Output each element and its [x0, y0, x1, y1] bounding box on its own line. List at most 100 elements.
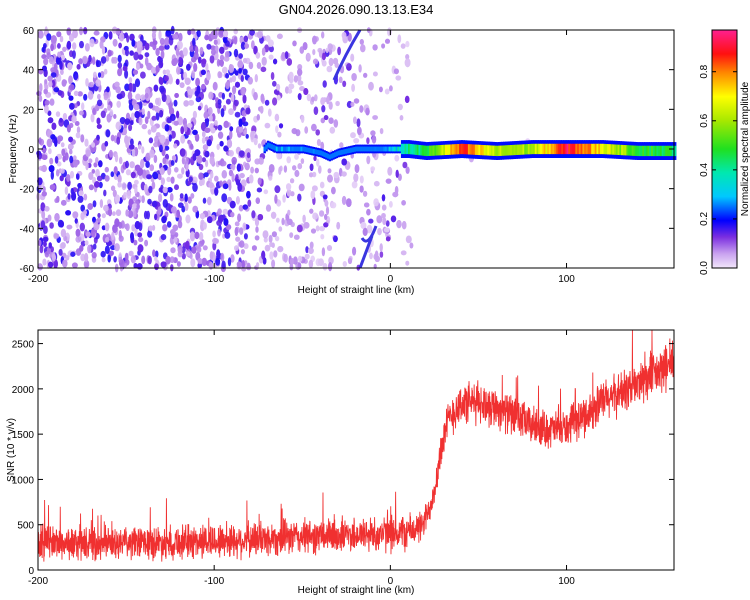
- spectrogram-cell: [160, 50, 165, 60]
- spectrogram-cell: [297, 80, 304, 86]
- spectrogram-cell: [54, 156, 59, 164]
- spectrogram-cell: [366, 137, 370, 145]
- spectrogram-cell: [306, 93, 312, 102]
- snr-panel: -200 -100 0 100 0 500 1000 1500 2000 2500 Height…: [6, 329, 675, 596]
- spectrogram-cell: [92, 108, 96, 115]
- spectrogram-cell: [314, 94, 318, 102]
- spectrogram-cell: [111, 57, 115, 64]
- spectrogram-cell: [195, 133, 200, 142]
- spectrogram-cell: [228, 108, 234, 115]
- spectrogram-cell: [228, 64, 233, 73]
- spectrogram-cell: [71, 262, 78, 269]
- ridge-core: [360, 146, 363, 152]
- spectrogram-cell: [126, 190, 131, 199]
- spectrogram-cell: [385, 220, 390, 227]
- spectrogram-cell: [67, 62, 73, 71]
- spectrogram-cell: [190, 231, 195, 238]
- snr-x-label: Height of straight line (km): [298, 585, 415, 596]
- spectrogram-cell: [68, 95, 74, 101]
- spectrogram-cell: [130, 255, 137, 264]
- spectrogram-cell: [133, 51, 139, 61]
- ridge-core: [319, 150, 323, 156]
- spectrogram-cell: [241, 259, 245, 269]
- ridge-core: [645, 145, 649, 157]
- ridge-core: [554, 143, 557, 155]
- spectrogram-cell: [385, 178, 392, 184]
- spectrogram-cell: [118, 156, 123, 165]
- spectrogram-cell: [47, 110, 52, 116]
- ridge-core: [647, 145, 650, 157]
- y-tick-label: 1500: [12, 430, 35, 441]
- spectrogram-cell: [206, 71, 211, 81]
- spectrogram-cell: [192, 183, 198, 192]
- spectrogram-cell: [53, 87, 60, 93]
- ridge-core: [529, 143, 532, 155]
- spectrogram-cell: [238, 118, 243, 128]
- spectrogram-cell: [170, 159, 175, 166]
- ridge-core: [277, 146, 280, 152]
- ridge-core: [548, 143, 552, 155]
- spectrogram-cell: [129, 161, 135, 169]
- spectrogram-cell: [42, 147, 46, 153]
- spectrogram-cell: [195, 77, 201, 87]
- spectrogram-cell: [223, 145, 229, 152]
- ridge-core: [541, 143, 545, 155]
- ridge-core: [323, 152, 326, 157]
- spectrogram-cell: [397, 103, 403, 111]
- spectrogram-cell: [96, 99, 103, 107]
- spectrogram-cell: [113, 114, 117, 119]
- spectrogram-cell: [162, 157, 167, 165]
- spectrogram-cell: [138, 144, 142, 150]
- ridge-core: [476, 144, 480, 155]
- spectrogram-cell: [104, 222, 110, 232]
- spectrogram-cell: [129, 33, 135, 41]
- ridge-core: [582, 143, 585, 155]
- spectrogram-cell: [103, 91, 109, 99]
- spectrogram-cell: [56, 161, 62, 167]
- spectrogram-cell: [217, 99, 222, 105]
- spectrogram-cell: [178, 32, 183, 42]
- ridge-core: [644, 145, 647, 157]
- spectrogram-cell: [142, 169, 147, 179]
- spectrogram-cell: [316, 158, 320, 167]
- ridge-core: [339, 150, 342, 155]
- spectrogram-cell: [224, 231, 231, 239]
- ridge-core: [418, 145, 421, 156]
- spectrogram-cell: [160, 261, 167, 268]
- spectrogram-cell: [270, 72, 275, 80]
- spectrogram-cell: [181, 167, 185, 175]
- spectrogram-cell: [130, 138, 134, 147]
- spectrogram-cell: [165, 255, 171, 265]
- spectrogram-cell: [292, 165, 297, 171]
- spectrogram-cell: [243, 129, 248, 135]
- spectrogram-cell: [325, 206, 330, 216]
- spectrogram-cell: [91, 169, 96, 174]
- ridge-core: [349, 147, 353, 153]
- spectrogram-cell: [50, 35, 57, 44]
- spectrogram-cell: [292, 40, 297, 47]
- spectrogram-cell: [83, 209, 87, 215]
- ridge-core: [489, 145, 492, 156]
- spectrogram-cell: [96, 175, 103, 182]
- spectrogram-cell: [197, 262, 202, 269]
- spectrogram-cell: [101, 225, 106, 231]
- spectrogram-cell: [191, 70, 196, 79]
- ridge-core: [381, 146, 384, 152]
- spectrogram-cell: [140, 94, 146, 101]
- spectrogram-cell: [251, 210, 256, 219]
- spectrogram-cell: [117, 54, 122, 63]
- spectrogram-cell: [79, 110, 84, 116]
- spectrogram-cell: [207, 216, 213, 224]
- spectrogram-cell: [125, 160, 129, 169]
- ridge-core: [605, 144, 608, 155]
- spectrogram-cell: [66, 224, 73, 230]
- spectrogram-cell: [115, 28, 121, 35]
- ridge-core: [425, 145, 428, 157]
- spectrogram-cell: [244, 43, 250, 49]
- ridge-core: [543, 143, 546, 155]
- spectrogram-cell: [238, 150, 245, 158]
- spectrogram-cell: [133, 210, 137, 218]
- ridge-core: [443, 144, 446, 156]
- spectrogram-cell: [242, 68, 248, 76]
- spectrogram-cell: [228, 182, 232, 191]
